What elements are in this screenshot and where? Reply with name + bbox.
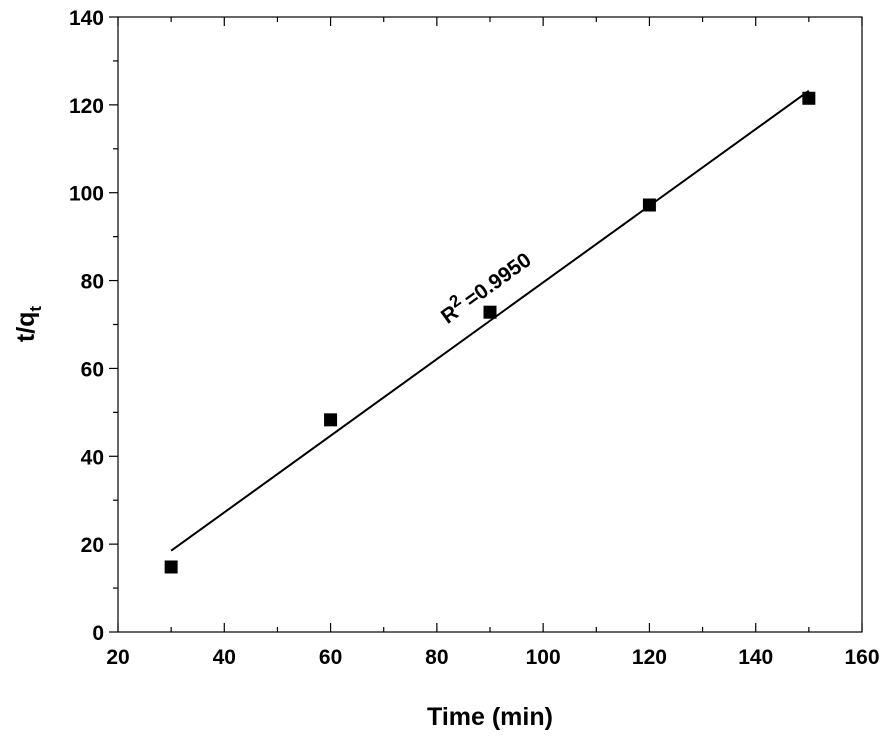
data-point: [324, 413, 338, 427]
x-axis-ticks: 20 40 60 80 100 120 140 160: [106, 17, 880, 669]
data-point: [802, 91, 816, 105]
fit-line: [170, 89, 810, 552]
y-axis-title: t/qt: [12, 306, 45, 343]
x-tick-label: 80: [425, 646, 448, 669]
data-point: [483, 305, 497, 319]
y-tick-label: 120: [69, 95, 104, 118]
x-tick-label: 160: [844, 646, 879, 669]
x-tick-label: 140: [738, 646, 773, 669]
r-squared-value: =0.9950: [460, 248, 536, 311]
y-tick-label: 60: [81, 358, 104, 381]
fit-line-group: [170, 89, 810, 552]
data-point: [164, 560, 178, 574]
data-markers: [164, 91, 816, 574]
y-tick-label: 20: [81, 534, 104, 557]
y-axis-title-sub: t: [26, 306, 45, 312]
x-tick-label: 60: [319, 646, 342, 669]
y-tick-label: 80: [81, 271, 104, 294]
plot-frame: [117, 16, 863, 633]
y-tick-label: 0: [92, 622, 104, 645]
data-point: [642, 198, 656, 212]
x-axis-title: Time (min): [427, 703, 553, 731]
y-axis-title-main: t/q: [12, 312, 40, 343]
y-tick-label: 140: [69, 7, 104, 30]
x-tick-label: 20: [106, 646, 129, 669]
y-axis-ticks: 0 20 40 60 80 100 120 140: [69, 7, 118, 645]
x-tick-label: 120: [632, 646, 667, 669]
y-tick-label: 100: [69, 183, 104, 206]
x-tick-label: 40: [213, 646, 236, 669]
x-tick-label: 100: [526, 646, 561, 669]
y-tick-label: 40: [81, 446, 104, 469]
